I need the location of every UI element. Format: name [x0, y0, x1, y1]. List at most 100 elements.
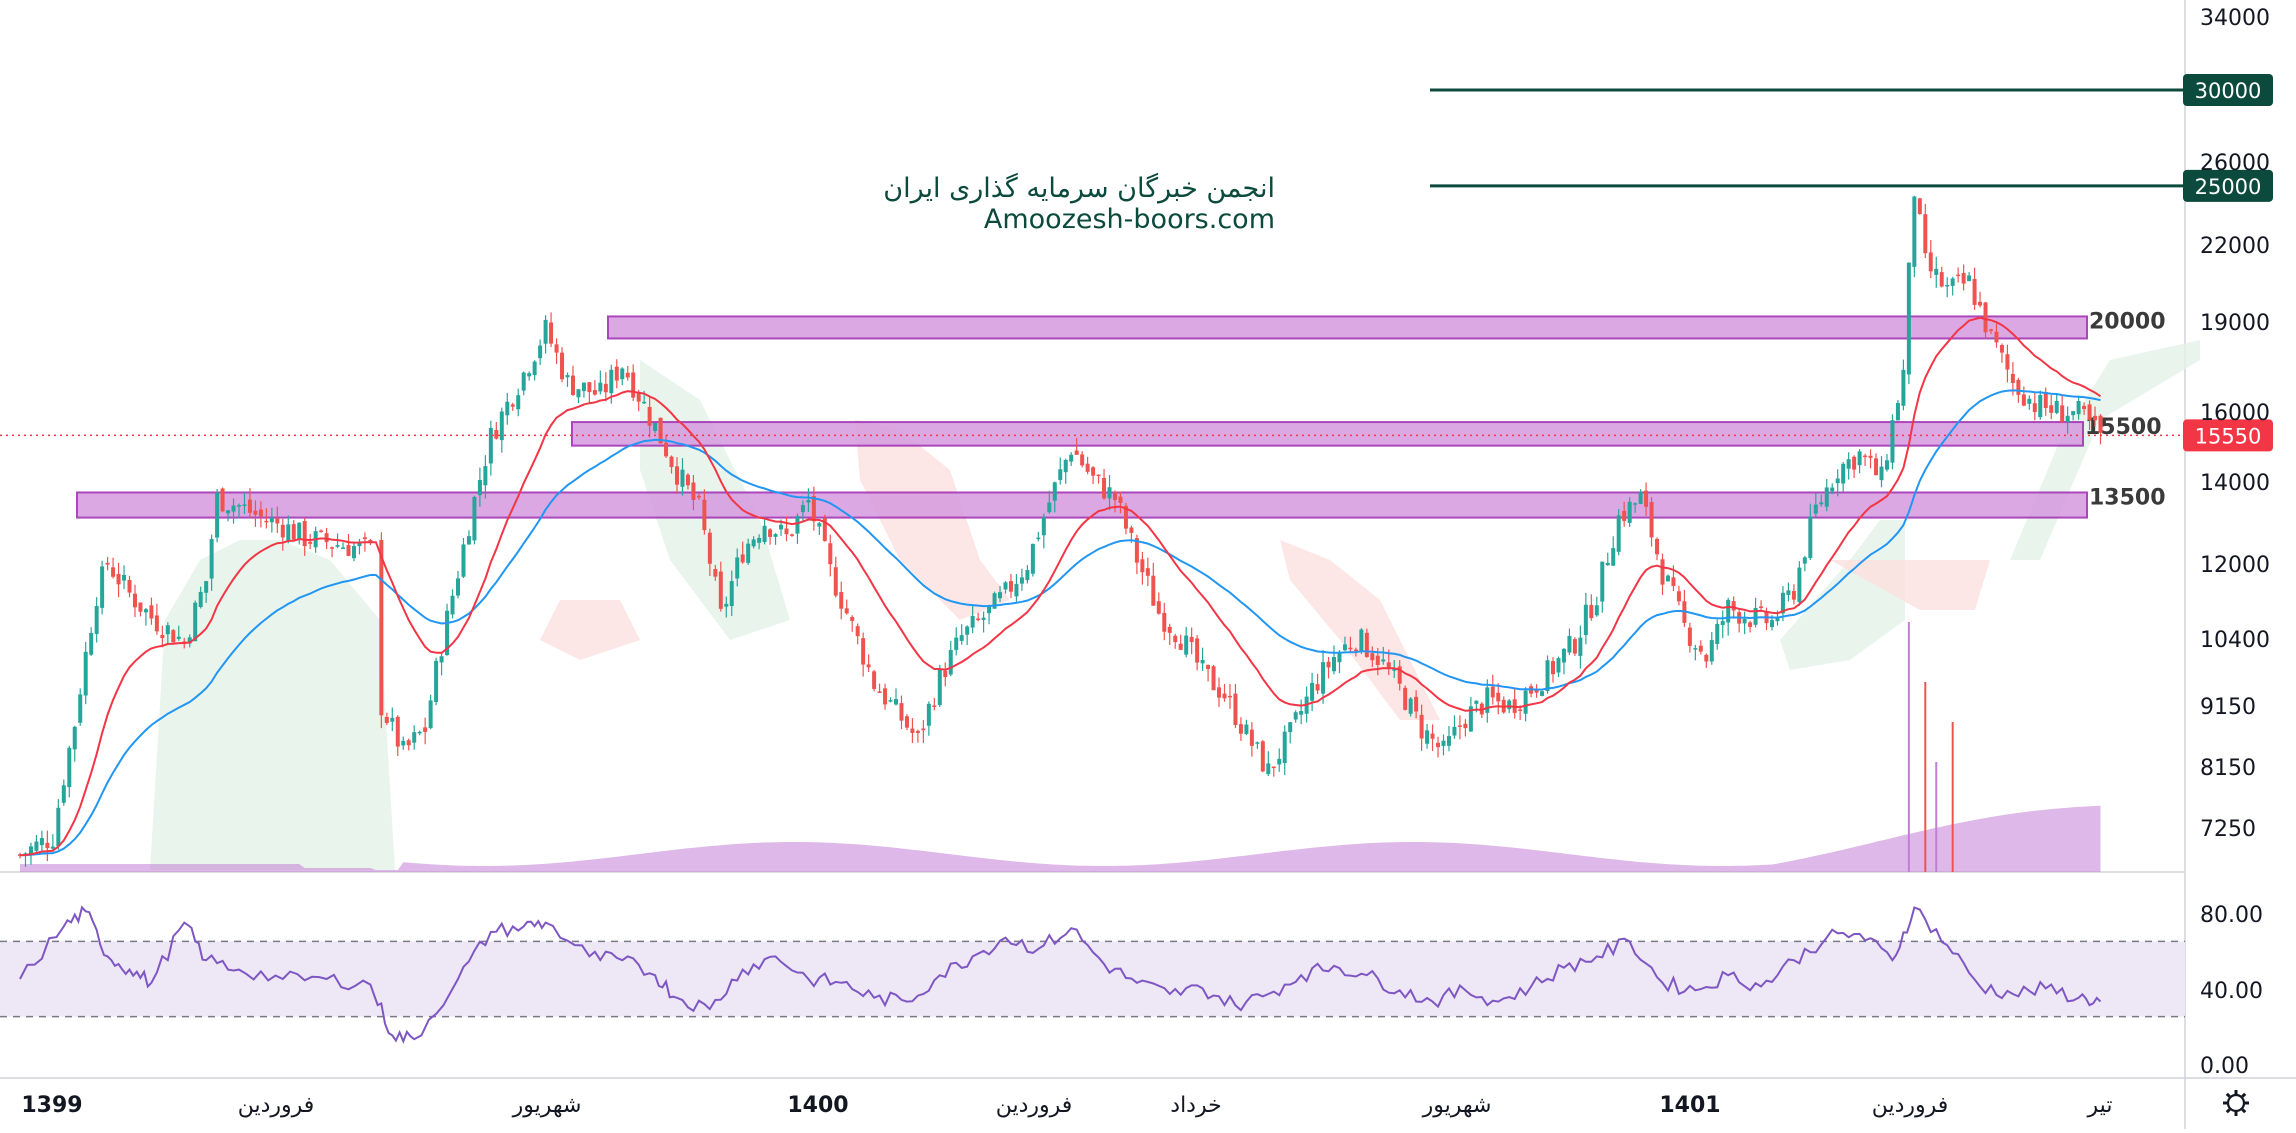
candle-body: [1863, 455, 1868, 458]
cloud-bear-1: [855, 420, 1010, 620]
candle-body: [1989, 329, 1993, 331]
candle-body: [1457, 725, 1462, 727]
candle-body: [1972, 278, 1977, 305]
candles: [18, 195, 2103, 867]
candle-body: [1999, 345, 2004, 353]
candle-body: [2082, 405, 2087, 410]
candle-body: [1173, 635, 1178, 643]
price-tick-label: 22000: [2200, 234, 2270, 259]
candle-body: [67, 747, 72, 788]
candle-body: [1217, 687, 1222, 698]
candle-body: [702, 499, 707, 531]
price-tick-label: 7250: [2200, 817, 2256, 842]
candle-body: [122, 574, 127, 581]
candle-body: [1572, 639, 1577, 654]
candle-body: [291, 524, 296, 540]
price-tick-label: 19000: [2200, 311, 2270, 336]
volume-bars: [20, 622, 2101, 872]
candle-body: [1852, 456, 1857, 470]
candle-body: [1824, 487, 1829, 507]
time-tick-label: شهریور: [512, 1093, 582, 1118]
candle-body: [560, 352, 565, 380]
candle-body: [1874, 458, 1879, 476]
candle-body: [839, 592, 844, 609]
candle-body: [1321, 662, 1326, 694]
candle-body: [757, 537, 762, 543]
candle-body: [379, 539, 384, 716]
candle-body: [664, 442, 669, 457]
candle-body: [1611, 548, 1616, 566]
candle-body: [1134, 538, 1139, 563]
settings-icon[interactable]: [2223, 1090, 2249, 1116]
candle-body: [1698, 645, 1703, 652]
candle-body: [647, 406, 652, 426]
candle-body: [1244, 724, 1249, 735]
candle-body: [1704, 654, 1709, 662]
candle-body: [1868, 455, 1873, 458]
candle-body: [138, 602, 143, 612]
candle-body: [1994, 331, 1999, 343]
candle-body: [948, 649, 953, 675]
candle-body: [789, 534, 794, 536]
candle-body: [1375, 655, 1380, 665]
candle-body: [762, 525, 767, 543]
candle-body: [746, 543, 751, 563]
candle-body: [2093, 415, 2098, 421]
candle-body: [39, 838, 44, 846]
candle-body: [636, 392, 641, 402]
candle-body: [1846, 459, 1851, 469]
candle-body: [1917, 198, 1922, 214]
candle-body: [2087, 404, 2092, 420]
candle-body: [165, 625, 170, 635]
candle-body: [1233, 693, 1238, 726]
candle-body: [1266, 763, 1271, 775]
candle-body: [992, 593, 997, 609]
candle-body: [773, 534, 778, 537]
candle-body: [1945, 284, 1950, 287]
candle-body: [937, 668, 942, 705]
candle-body: [461, 544, 466, 577]
candle-body: [998, 592, 1003, 599]
candle-body: [1726, 599, 1731, 623]
rsi-line: [19, 905, 2102, 1044]
candle-body: [1819, 502, 1824, 505]
candle-body: [1490, 686, 1495, 698]
candle-body: [1353, 649, 1358, 652]
candle-body: [1802, 557, 1807, 564]
candle-body: [959, 635, 964, 641]
candle-body: [822, 518, 827, 541]
candle-body: [1249, 729, 1254, 746]
candle-body: [1096, 474, 1101, 477]
candle-body: [1638, 492, 1643, 504]
price-tick-label: 34000: [2200, 6, 2270, 31]
candle-body: [1452, 726, 1457, 736]
candle-body: [1085, 463, 1090, 472]
candle-body: [1496, 692, 1501, 702]
candle-body: [499, 411, 504, 441]
zone-label: 13500: [2089, 485, 2166, 510]
candle-body: [1813, 504, 1818, 514]
candle-body: [1879, 466, 1884, 481]
candle-body: [1649, 502, 1654, 538]
candle-body: [428, 700, 433, 729]
candle-body: [83, 651, 88, 696]
candle-body: [609, 369, 614, 394]
candle-body: [1211, 666, 1216, 691]
candle-body: [1901, 369, 1906, 406]
candle-body: [1419, 714, 1424, 739]
candle-body: [833, 567, 838, 596]
candle-body: [412, 732, 417, 743]
candle-body: [844, 608, 849, 614]
current-price-tag: [2183, 419, 2273, 452]
candle-body: [2038, 394, 2043, 418]
candle-body: [855, 626, 860, 637]
candle-body: [751, 539, 756, 547]
candle-body: [1600, 561, 1605, 602]
candle-body: [1622, 510, 1627, 521]
candle-body: [2027, 398, 2032, 404]
candle-body: [1091, 467, 1096, 476]
candle-body: [1337, 652, 1342, 663]
